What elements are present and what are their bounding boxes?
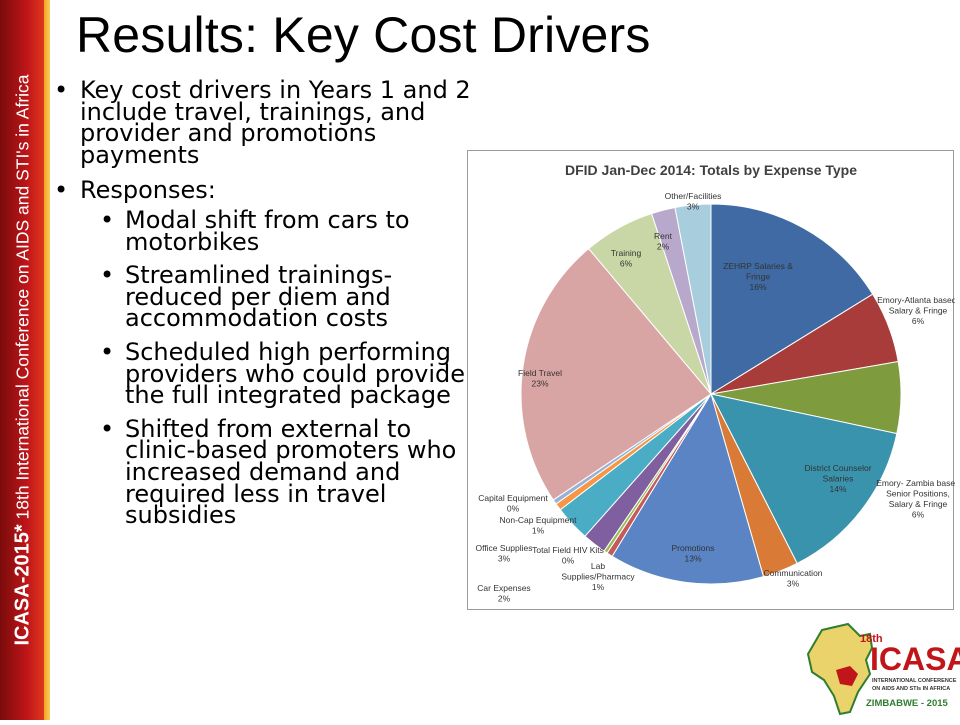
sub-bullet-text: Modal shift from cars to motorbikes [125, 205, 410, 256]
bullet-text: Key cost drivers in Years 1 and 2 includ… [80, 76, 471, 169]
sub-bullet-item: Scheduled high performing providers who … [80, 340, 480, 407]
slice-label: Lab Supplies/Pharmacy 1% [561, 561, 635, 592]
icasa-logo: 18th ICASA INTERNATIONAL CONFERENCE ON A… [800, 614, 960, 720]
africa-map-icon: 18th ICASA INTERNATIONAL CONFERENCE ON A… [806, 622, 960, 716]
slice-label: Office Supplies 3% [475, 543, 532, 564]
chart-title: DFID Jan-Dec 2014: Totals by Expense Typ… [565, 162, 857, 178]
slice-label: District Counselor Salaries 14% [804, 463, 871, 494]
bullet-text: Responses: [80, 176, 216, 205]
bullet-item: Key cost drivers in Years 1 and 2 includ… [50, 78, 480, 167]
slice-label: Communication 3% [763, 568, 822, 589]
slice-label: Capital Equipment 0% [478, 493, 548, 514]
logo-superscript: 18th [860, 633, 883, 645]
slice-label: Emory- Zambia based Senior Positions, Sala… [876, 478, 955, 520]
banner-edge-stripe [44, 0, 50, 720]
sub-bullet-item: Shifted from external to clinic-based pr… [80, 417, 480, 527]
pie-chart-svg: DFID Jan-Dec 2014: Totals by Expense Typ… [475, 162, 955, 604]
sub-bullet-item: Streamlined trainings-reduced per diem a… [80, 263, 480, 330]
pie-slice [710, 203, 874, 395]
logo-line2: ON AIDS AND STIs IN AFRICA [872, 686, 950, 692]
pie-chart: DFID Jan-Dec 2014: Totals by Expense Typ… [467, 150, 955, 610]
slice-label: Training 6% [611, 248, 642, 269]
logo-place: ZIMBABWE - 2015 [866, 698, 949, 709]
pie-slice [674, 203, 712, 395]
slide-title: Results: Key Cost Drivers [76, 7, 651, 63]
bullet-item: Responses: Modal shift from cars to moto… [50, 178, 480, 527]
slice-label: Car Expenses 2% [477, 583, 530, 604]
pie-slice [520, 247, 712, 501]
sub-bullet-text: Streamlined trainings-reduced per diem a… [125, 261, 393, 333]
slice-label: Emory-Atlanta based, Salary & Fringe 6% [877, 295, 955, 326]
slice-label: Other/Facilities 3% [665, 191, 722, 212]
slice-label: Total Field HIV Kits 0% [532, 545, 604, 566]
banner-text-rest: 18th International Conference on AIDS an… [12, 74, 33, 525]
sub-bullet-list: Modal shift from cars to motorbikes Stre… [80, 208, 480, 527]
slice-label: Non-Cap Equipment 1% [499, 515, 577, 536]
pie-slices [520, 203, 902, 585]
logo-name: ICASA [870, 641, 960, 677]
pie-labels: ZEHRP Salaries & Fringe 16% Emory-Atlanta b… [475, 191, 955, 604]
logo-line1: INTERNATIONAL CONFERENCE [872, 678, 957, 684]
slice-label: Promotions 13% [672, 543, 715, 564]
sub-bullet-text: Scheduled high performing providers who … [125, 337, 466, 410]
side-banner: ICASA-2015* 18th International Conferenc… [0, 0, 50, 720]
slice-label: Field Travel 23% [518, 368, 562, 389]
sub-bullet-item: Modal shift from cars to motorbikes [80, 208, 480, 253]
banner-text: ICASA-2015* 18th International Conferenc… [12, 74, 35, 645]
pie-slice [611, 392, 765, 585]
sub-bullet-text: Shifted from external to clinic-based pr… [125, 414, 457, 530]
slice-label: ZEHRP Salaries & Fringe 16% [723, 261, 793, 292]
slice-label: Rent 2% [654, 231, 673, 252]
banner-text-bold: ICASA-2015* [11, 524, 34, 646]
pie-slice [710, 393, 898, 565]
bullet-list: Key cost drivers in Years 1 and 2 includ… [50, 78, 480, 541]
